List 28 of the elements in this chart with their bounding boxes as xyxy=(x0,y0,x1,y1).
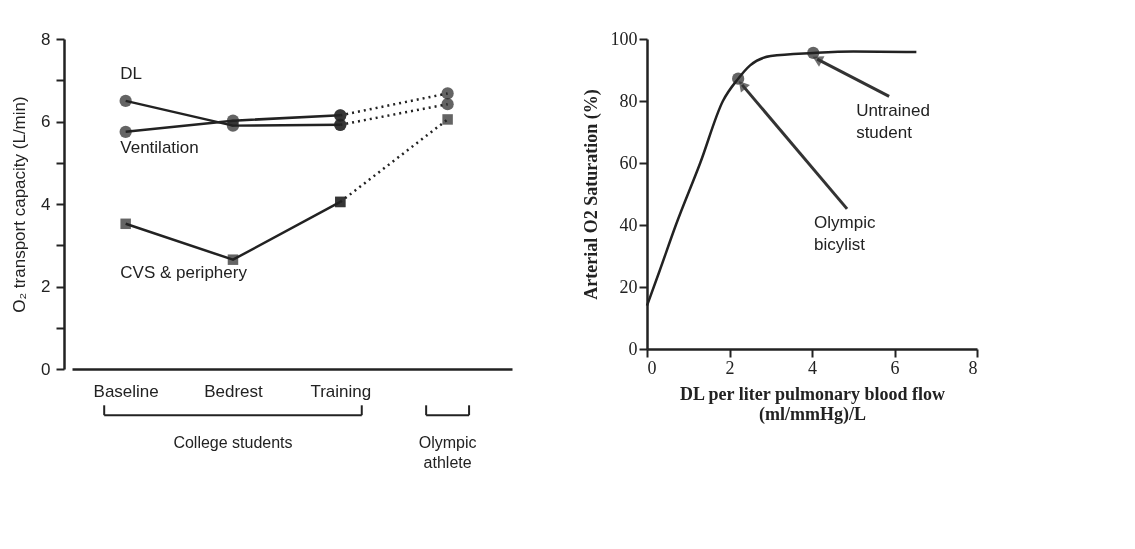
y-tick-label: 100 xyxy=(610,28,638,49)
y-tick-label: 4 xyxy=(41,194,51,214)
y-tick-label: 40 xyxy=(619,214,638,235)
x-tick-label: 0 xyxy=(647,357,657,378)
x-tick-label: 6 xyxy=(890,357,900,378)
x-tick-label: 8 xyxy=(968,357,978,378)
y-tick-label: 0 xyxy=(628,338,638,359)
x-tick-label: Training xyxy=(310,381,372,401)
y-tick-label: 60 xyxy=(619,152,638,173)
x-tick-label: Baseline xyxy=(93,381,159,401)
text: Olympic athlete xyxy=(418,434,477,471)
y-axis-title: O₂ transport capacity (L/min) xyxy=(10,96,30,313)
x-tick-label: 2 xyxy=(725,357,735,378)
y-tick-label: 20 xyxy=(619,276,638,297)
annotation: Olympic bicylist xyxy=(814,213,876,255)
text: College students xyxy=(173,434,293,451)
series-label: Ventilation xyxy=(120,138,199,158)
series-label: DL xyxy=(120,64,143,84)
x-tick-label: Bedrest xyxy=(204,381,264,401)
y-tick-label: 80 xyxy=(619,90,638,111)
y-tick-label: 8 xyxy=(41,29,51,49)
y-axis-title: Arterial O2 Saturation (%) xyxy=(580,89,602,300)
x-axis-title: DL per liter pulmonary blood flow (ml/mmHg)/L xyxy=(680,383,945,425)
y-tick-label: 6 xyxy=(41,112,51,131)
y-tick-label: 2 xyxy=(41,277,51,296)
annotation: Untrained student xyxy=(856,100,930,142)
x-tick-label: 4 xyxy=(808,357,817,378)
series-label: CVS & periphery xyxy=(120,263,248,283)
